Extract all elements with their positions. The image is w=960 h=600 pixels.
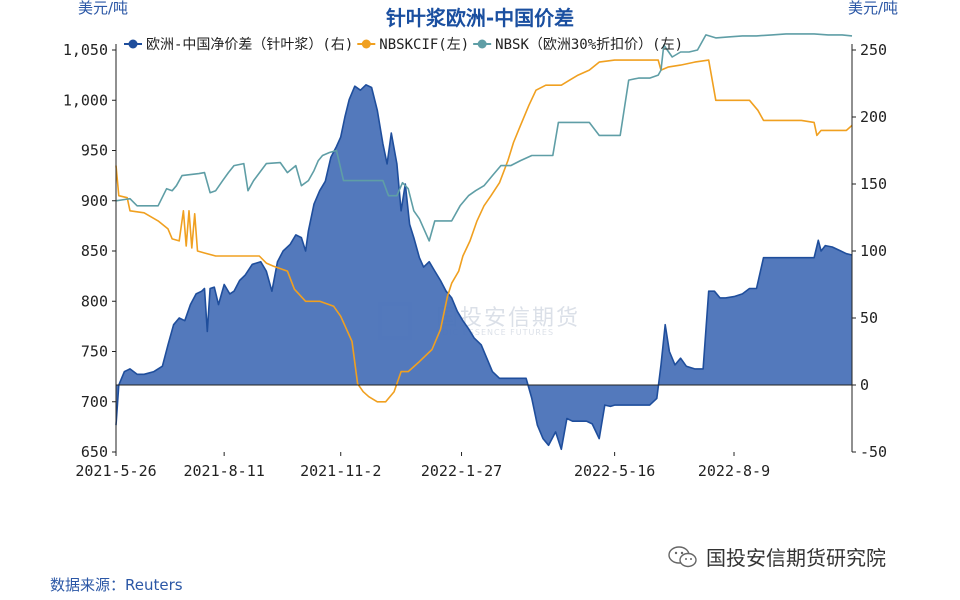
watermark-subtitle: SDIC ESSENCE FUTURES — [436, 328, 555, 337]
legend-label: NBSK（欧洲30%折扣价）(左) — [495, 37, 683, 53]
right-axis-unit: 美元/吨 — [848, 0, 899, 17]
wechat-watermark: 国投安信期货研究院 — [668, 542, 886, 571]
right-tick-label: 250 — [860, 41, 887, 59]
x-tick-label: 2021-8-11 — [184, 462, 265, 480]
data-source: 数据来源：Reuters — [50, 576, 183, 594]
left-tick-label: 950 — [81, 142, 108, 160]
series-3-line — [115, 33, 853, 242]
x-tick-label: 2022-8-9 — [698, 462, 770, 480]
left-tick-label: 1,050 — [63, 41, 108, 59]
left-tick-label: 1,000 — [63, 91, 108, 109]
legend-label: NBSKCIF(左) — [379, 37, 469, 53]
x-tick-label: 2022-5-16 — [574, 462, 655, 480]
right-tick-label: 100 — [860, 242, 887, 260]
left-tick-label: 650 — [81, 443, 108, 461]
left-tick-label: 800 — [81, 292, 108, 310]
chart-title: 针叶浆欧洲-中国价差 — [385, 6, 575, 30]
right-tick-label: 200 — [860, 108, 887, 126]
legend-swatch-marker — [361, 39, 371, 49]
series-2-line — [115, 59, 853, 403]
right-tick-label: 0 — [860, 376, 869, 394]
series-1-line — [115, 84, 853, 451]
left-tick-label: 700 — [81, 393, 108, 411]
left-tick-label: 900 — [81, 192, 108, 210]
legend-swatch-marker — [477, 39, 487, 49]
wechat-icon — [668, 545, 698, 569]
legend-swatch-marker — [128, 39, 138, 49]
x-tick-label: 2021-11-2 — [300, 462, 381, 480]
right-tick-label: -50 — [860, 443, 887, 461]
left-tick-label: 750 — [81, 343, 108, 361]
series-1-area — [116, 84, 852, 450]
x-tick-label: 2021-5-26 — [75, 462, 156, 480]
right-tick-label: 50 — [860, 309, 878, 327]
left-tick-label: 850 — [81, 242, 108, 260]
watermark-text: 国投安信期货研究院 — [706, 546, 886, 570]
right-tick-label: 150 — [860, 175, 887, 193]
legend-label: 欧洲-中国净价差（针叶浆）(右) — [146, 37, 353, 53]
left-axis-unit: 美元/吨 — [78, 0, 129, 17]
x-tick-label: 2022-1-27 — [421, 462, 502, 480]
